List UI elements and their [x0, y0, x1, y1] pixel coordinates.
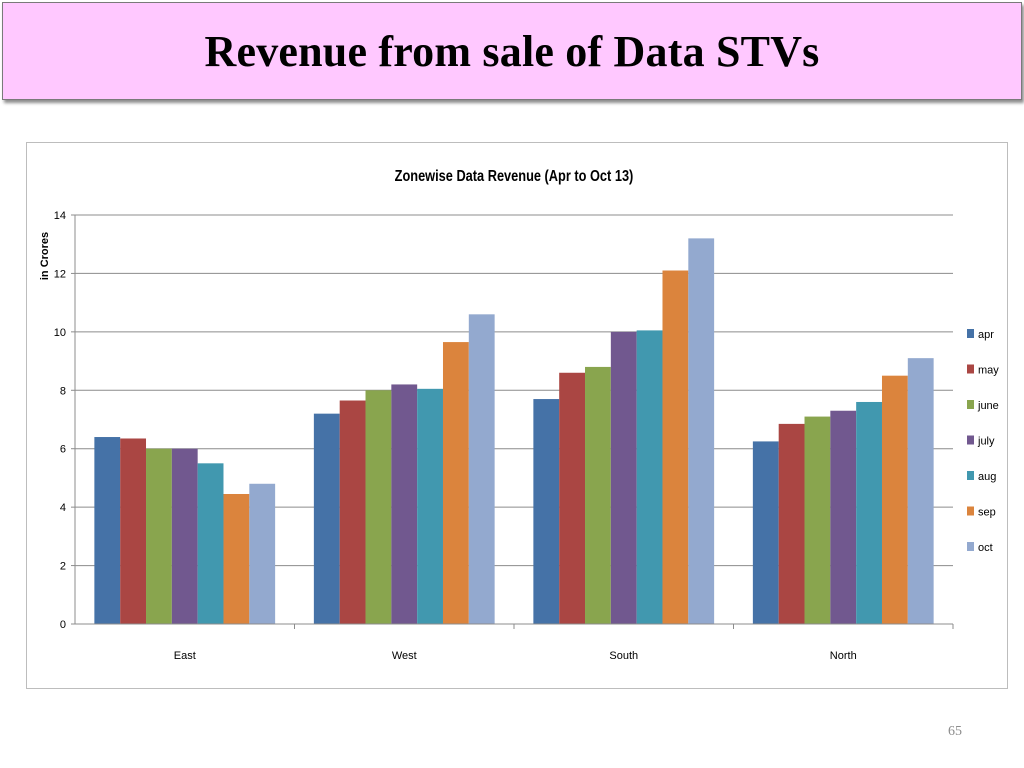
axes: 0 2 4 6 8 10 12 14 East West South North: [54, 210, 954, 662]
bar-south-may: [559, 372, 586, 624]
bar-north-oct: [907, 358, 934, 624]
bar-south-june: [585, 366, 611, 624]
bars: [94, 238, 934, 624]
bar-north-apr: [752, 441, 779, 624]
bar-north-aug: [856, 401, 882, 624]
legend-swatch-june: [967, 400, 974, 409]
y-tick-label: 12: [54, 268, 66, 280]
x-tick-label: North: [830, 650, 857, 662]
bar-south-apr: [533, 399, 560, 624]
bar-south-july: [610, 331, 637, 624]
legend-label-aug: aug: [978, 471, 996, 483]
bar-north-may: [778, 423, 805, 624]
legend-label-sep: sep: [978, 507, 996, 519]
y-tick-label: 14: [54, 210, 66, 222]
legend-label-june: june: [977, 400, 999, 412]
bar-east-oct: [249, 483, 276, 624]
y-axis-label: in Crores: [39, 232, 51, 280]
y-tick-label: 0: [60, 619, 66, 631]
y-tick-label: 4: [60, 502, 66, 514]
legend-label-july: july: [977, 436, 995, 448]
y-tick-label: 2: [60, 561, 66, 573]
bar-west-oct: [468, 314, 495, 624]
legend-label-oct: oct: [978, 542, 993, 554]
chart-title: Zonewise Data Revenue (Apr to Oct 13): [395, 168, 634, 186]
page-number: 65: [948, 724, 962, 739]
y-tick-label: 6: [60, 444, 66, 456]
y-tick-label: 8: [60, 385, 66, 397]
bar-east-sep: [223, 493, 250, 624]
slide-title: Revenue from sale of Data STVs: [204, 26, 820, 76]
legend-swatch-oct: [967, 542, 974, 551]
bar-south-oct: [688, 238, 715, 624]
bar-south-sep: [662, 270, 689, 624]
bar-north-july: [830, 410, 857, 624]
bar-east-may: [120, 438, 147, 624]
legend-swatch-sep: [967, 506, 974, 516]
bar-west-july: [391, 384, 418, 624]
bar-east-july: [171, 448, 198, 624]
bar-west-aug: [417, 388, 443, 624]
bar-east-aug: [197, 463, 224, 624]
title-banner: Revenue from sale of Data STVs: [2, 2, 1022, 100]
legend-swatch-apr: [967, 329, 974, 338]
chart-frame: 0 2 4 6 8 10 12 14 East West South North apr may june…: [26, 142, 1008, 689]
bar-west-apr: [313, 413, 340, 624]
legend: apr may june july aug sep oct: [967, 329, 999, 554]
legend-label-apr: apr: [978, 329, 994, 341]
bar-north-sep: [881, 375, 908, 624]
bar-chart: 0 2 4 6 8 10 12 14 East West South North apr may june…: [39, 168, 999, 662]
x-tick-label: East: [174, 650, 196, 662]
legend-swatch-july: [967, 435, 974, 445]
x-tick-label: West: [392, 650, 417, 662]
bar-south-aug: [636, 330, 663, 624]
bar-west-june: [365, 390, 392, 624]
bar-west-sep: [442, 342, 469, 624]
legend-swatch-aug: [967, 471, 974, 480]
bar-north-june: [804, 416, 831, 624]
legend-label-may: may: [978, 365, 999, 377]
y-tick-label: 10: [54, 327, 66, 339]
x-tick-label: South: [609, 650, 638, 662]
legend-swatch-may: [967, 364, 974, 374]
bar-east-june: [146, 448, 172, 624]
bar-west-may: [339, 400, 366, 624]
bar-east-apr: [94, 437, 121, 624]
